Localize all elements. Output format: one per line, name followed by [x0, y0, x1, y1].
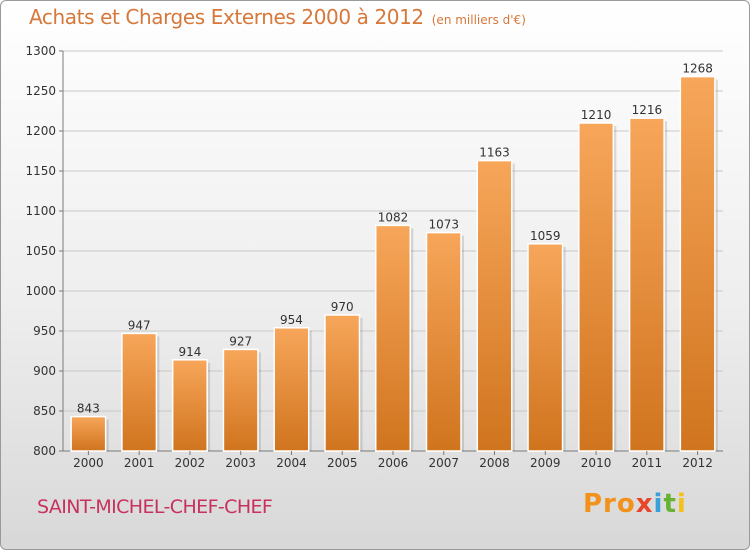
bar [324, 314, 361, 452]
bar [476, 159, 513, 452]
y-tick-label: 950 [33, 324, 56, 338]
y-tick-label: 1250 [25, 84, 56, 98]
chart-title-text: Achats et Charges Externes 2000 à 2012 [29, 5, 424, 29]
x-tick-label: 2003 [225, 456, 256, 470]
y-tick-label: 900 [33, 364, 56, 378]
x-tick-label: 2009 [530, 456, 561, 470]
bar [273, 327, 310, 452]
bar [628, 117, 665, 452]
bar [425, 231, 462, 452]
x-tick-label: 2008 [479, 456, 510, 470]
x-tick-label: 2007 [428, 456, 459, 470]
bar-value-label: 843 [77, 402, 100, 416]
bar-value-label: 1163 [479, 146, 510, 160]
x-tick-label: 2004 [276, 456, 307, 470]
x-tick-label: 2012 [682, 456, 713, 470]
bar [70, 415, 107, 452]
bar [222, 348, 259, 452]
logo-part: i [653, 489, 664, 519]
x-tick-label: 2005 [327, 456, 358, 470]
y-tick-label: 1150 [25, 164, 56, 178]
y-tick-label: 1300 [25, 44, 56, 58]
logo-part: t [663, 489, 677, 519]
bar [121, 332, 158, 452]
bar-value-label: 1216 [632, 103, 663, 117]
commune-name: SAINT-MICHEL-CHEF-CHEF [37, 496, 273, 518]
bar [527, 243, 564, 452]
logo-part: i [676, 489, 687, 519]
y-tick-label: 800 [33, 444, 56, 458]
logo-part: Pro [583, 489, 636, 519]
x-tick-label: 2000 [73, 456, 104, 470]
y-tick-label: 1100 [25, 204, 56, 218]
x-tick-label: 2006 [378, 456, 409, 470]
logo-part: x [635, 489, 654, 519]
x-tick-label: 2002 [175, 456, 206, 470]
bar-value-label: 1082 [378, 210, 409, 224]
bar [374, 224, 412, 452]
bar-value-label: 1268 [682, 62, 713, 76]
y-tick-label: 1000 [25, 284, 56, 298]
x-tick-label: 2001 [124, 456, 155, 470]
x-tick-label: 2010 [581, 456, 612, 470]
y-tick-label: 1200 [25, 124, 56, 138]
bar [578, 122, 615, 452]
bar-value-label: 1059 [530, 229, 561, 243]
bar-value-label: 970 [331, 300, 354, 314]
bar-value-label: 1073 [428, 218, 459, 232]
bar-value-label: 927 [229, 334, 252, 348]
bar [171, 359, 208, 452]
bar-value-label: 954 [280, 313, 303, 327]
x-tick-label: 2011 [632, 456, 663, 470]
y-tick-label: 850 [33, 404, 56, 418]
bar-value-label: 1210 [581, 108, 612, 122]
y-tick-label: 1050 [25, 244, 56, 258]
bar-value-label: 914 [178, 345, 201, 359]
bar [679, 75, 716, 452]
proxiti-logo: Proxiti [583, 489, 687, 519]
bar-value-label: 947 [128, 318, 151, 332]
chart-title: Achats et Charges Externes 2000 à 2012 (e… [29, 5, 526, 29]
chart-unit: (en milliers d'€) [431, 13, 526, 27]
